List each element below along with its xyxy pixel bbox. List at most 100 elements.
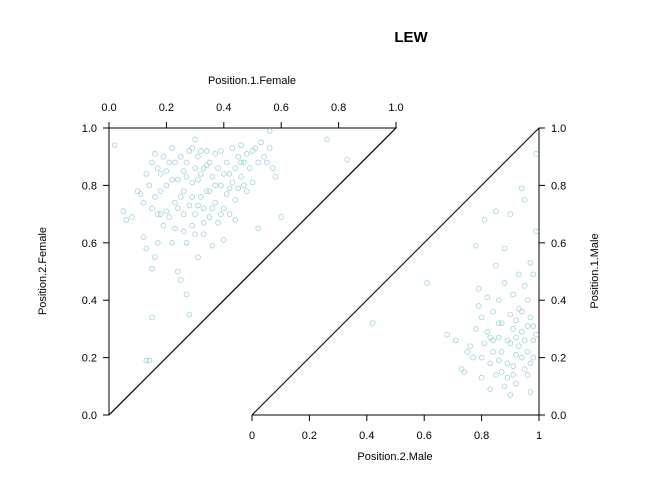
female-data-point xyxy=(146,182,152,189)
female-data-point xyxy=(180,228,187,235)
female-x-tick-label: 1.0 xyxy=(388,102,403,114)
female-data-point xyxy=(218,148,224,154)
female-data-point xyxy=(180,168,187,174)
female-data-point xyxy=(278,214,285,220)
male-data-point xyxy=(424,280,430,286)
female-data-point xyxy=(140,199,147,206)
male-data-point xyxy=(444,331,450,338)
male-data-point xyxy=(496,297,502,304)
female-data-point xyxy=(232,165,239,171)
female-data-point xyxy=(192,231,198,237)
male-data-point xyxy=(507,392,514,398)
male-data-point xyxy=(490,308,496,315)
female-diagonal xyxy=(108,127,397,416)
male-data-point xyxy=(524,323,531,329)
female-data-point xyxy=(212,199,218,206)
female-data-point xyxy=(175,205,181,212)
female-data-point xyxy=(154,211,161,217)
female-data-point xyxy=(123,217,130,223)
female-data-point xyxy=(266,145,273,151)
female-data-point xyxy=(183,159,190,166)
female-data-point xyxy=(238,142,244,149)
male-data-point xyxy=(484,294,491,301)
female-data-point xyxy=(215,219,221,226)
female-data-point xyxy=(143,357,150,364)
male-data-point xyxy=(490,349,496,355)
female-y-tick-label: 0.2 xyxy=(82,353,97,365)
female-data-point xyxy=(218,211,224,217)
male-data-point xyxy=(496,320,502,326)
female-x-tick-label: 0.0 xyxy=(101,102,116,114)
female-x-tick-label: 0.4 xyxy=(216,102,231,114)
male-data-point xyxy=(521,196,528,203)
female-data-point xyxy=(189,179,196,186)
male-data-point xyxy=(533,331,539,338)
female-data-point xyxy=(183,173,190,180)
female-data-point xyxy=(209,205,216,212)
female-data-point xyxy=(140,234,147,240)
female-data-point xyxy=(218,182,224,189)
female-data-point xyxy=(154,165,161,171)
female-y-tick-label: 0.4 xyxy=(82,295,97,307)
female-data-point xyxy=(163,168,170,174)
female-data-point xyxy=(166,214,173,220)
female-data-point xyxy=(241,159,247,166)
male-data-point xyxy=(458,366,465,372)
male-points xyxy=(369,151,539,398)
female-data-point xyxy=(152,151,158,157)
female-data-point xyxy=(344,156,351,163)
female-data-point xyxy=(209,173,216,180)
female-data-point xyxy=(186,202,193,209)
female-data-point xyxy=(264,159,270,166)
male-data-point xyxy=(478,314,485,321)
male-data-point xyxy=(530,354,537,361)
female-y-tick-label: 1.0 xyxy=(82,123,97,135)
female-data-point xyxy=(160,222,167,229)
female-data-point xyxy=(186,311,193,318)
male-x-tick-label: 1 xyxy=(536,430,542,442)
female-data-point xyxy=(200,165,207,171)
male-data-point xyxy=(513,317,519,324)
male-data-point xyxy=(473,326,479,332)
female-data-point xyxy=(143,171,150,177)
male-data-point xyxy=(487,334,494,341)
male-data-point xyxy=(527,360,534,367)
female-x-tick-label: 0.6 xyxy=(274,102,289,114)
female-data-point xyxy=(195,202,201,209)
female-data-point xyxy=(154,240,161,246)
male-data-point xyxy=(516,306,522,312)
male-x-axis-title: Position.2.Male xyxy=(357,451,432,463)
female-data-point xyxy=(186,148,193,154)
male-data-point xyxy=(533,151,539,157)
male-data-point xyxy=(467,343,473,349)
female-data-point xyxy=(160,153,167,160)
male-data-point xyxy=(527,389,534,395)
female-data-point xyxy=(192,136,198,143)
male-data-point xyxy=(475,285,482,292)
female-data-point xyxy=(212,182,218,189)
female-data-point xyxy=(175,176,181,183)
male-data-point xyxy=(493,372,499,378)
male-data-point xyxy=(521,337,528,344)
male-data-point xyxy=(513,351,519,358)
male-data-point xyxy=(498,320,505,326)
male-data-point xyxy=(507,311,514,318)
female-data-point xyxy=(266,128,273,134)
male-data-point xyxy=(513,380,519,387)
female-data-point xyxy=(198,148,204,154)
female-data-point xyxy=(175,268,181,275)
female-data-point xyxy=(172,225,178,232)
female-data-point xyxy=(177,277,184,283)
male-data-point xyxy=(484,328,491,335)
female-y-axis-title: Position.2.Female xyxy=(37,227,49,315)
male-data-point xyxy=(518,354,525,361)
male-x-tick-label: 0.6 xyxy=(417,430,432,442)
female-data-point xyxy=(249,148,256,154)
male-diagonal xyxy=(251,127,540,416)
female-data-point xyxy=(111,142,118,149)
female-data-point xyxy=(195,176,201,183)
female-data-point xyxy=(172,159,178,166)
female-data-point xyxy=(232,217,239,223)
female-data-point xyxy=(324,136,330,143)
male-y-tick-label: 0.0 xyxy=(551,410,566,422)
